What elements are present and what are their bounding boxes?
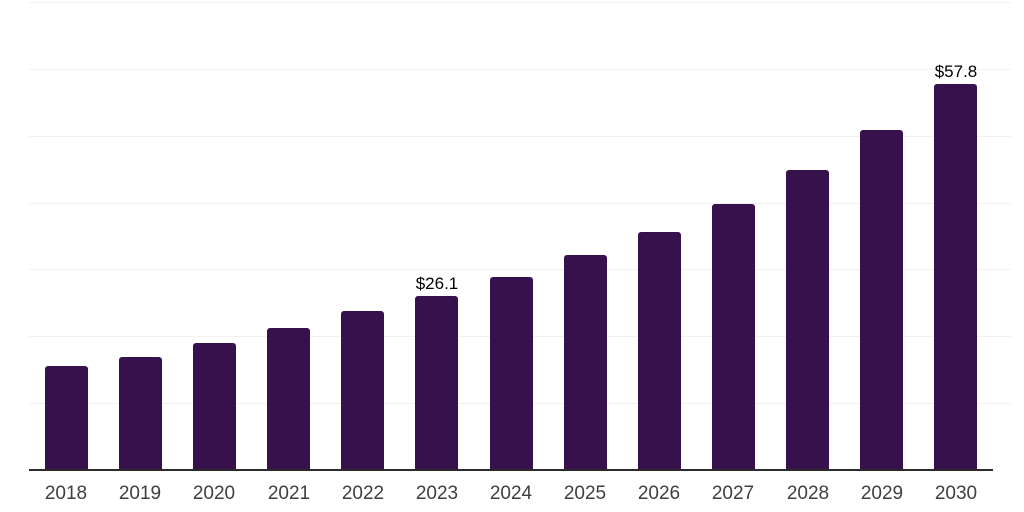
bar-value-label-2030: $57.8 <box>934 62 978 81</box>
bar-2030[interactable] <box>934 84 977 470</box>
x-axis-label-2021: 2021 <box>267 483 311 504</box>
bar-2029[interactable] <box>860 130 903 470</box>
gridline-y-60 <box>29 69 1011 70</box>
x-axis-label-2020: 2020 <box>192 483 236 504</box>
x-axis-label-2030: 2030 <box>934 483 978 504</box>
x-axis-label-2029: 2029 <box>860 483 904 504</box>
x-axis-label-2025: 2025 <box>563 483 607 504</box>
x-axis-label-2028: 2028 <box>786 483 830 504</box>
bar-2027[interactable] <box>712 204 755 470</box>
bar-2022[interactable] <box>341 311 384 470</box>
x-axis-label-2026: 2026 <box>637 483 681 504</box>
x-axis-label-2027: 2027 <box>711 483 755 504</box>
bar-2019[interactable] <box>119 357 162 470</box>
bar-2021[interactable] <box>267 328 310 470</box>
bar-value-label-2023: $26.1 <box>415 274 459 293</box>
bar-2018[interactable] <box>45 366 88 470</box>
bar-2024[interactable] <box>490 277 533 470</box>
gridline-y-40 <box>29 203 1011 204</box>
gridline-y-50 <box>29 136 1011 137</box>
x-axis-label-2018: 2018 <box>44 483 88 504</box>
gridline-y-30 <box>29 269 1011 270</box>
gridline-y-70 <box>29 2 1011 3</box>
x-axis-label-2023: 2023 <box>415 483 459 504</box>
bar-2028[interactable] <box>786 170 829 470</box>
x-axis-line <box>29 469 993 471</box>
x-axis-label-2019: 2019 <box>118 483 162 504</box>
bar-2023[interactable] <box>415 296 458 470</box>
bar-2025[interactable] <box>564 255 607 470</box>
x-axis-label-2024: 2024 <box>489 483 533 504</box>
bar-2020[interactable] <box>193 343 236 470</box>
x-axis-label-2022: 2022 <box>341 483 385 504</box>
bar-2026[interactable] <box>638 232 681 470</box>
